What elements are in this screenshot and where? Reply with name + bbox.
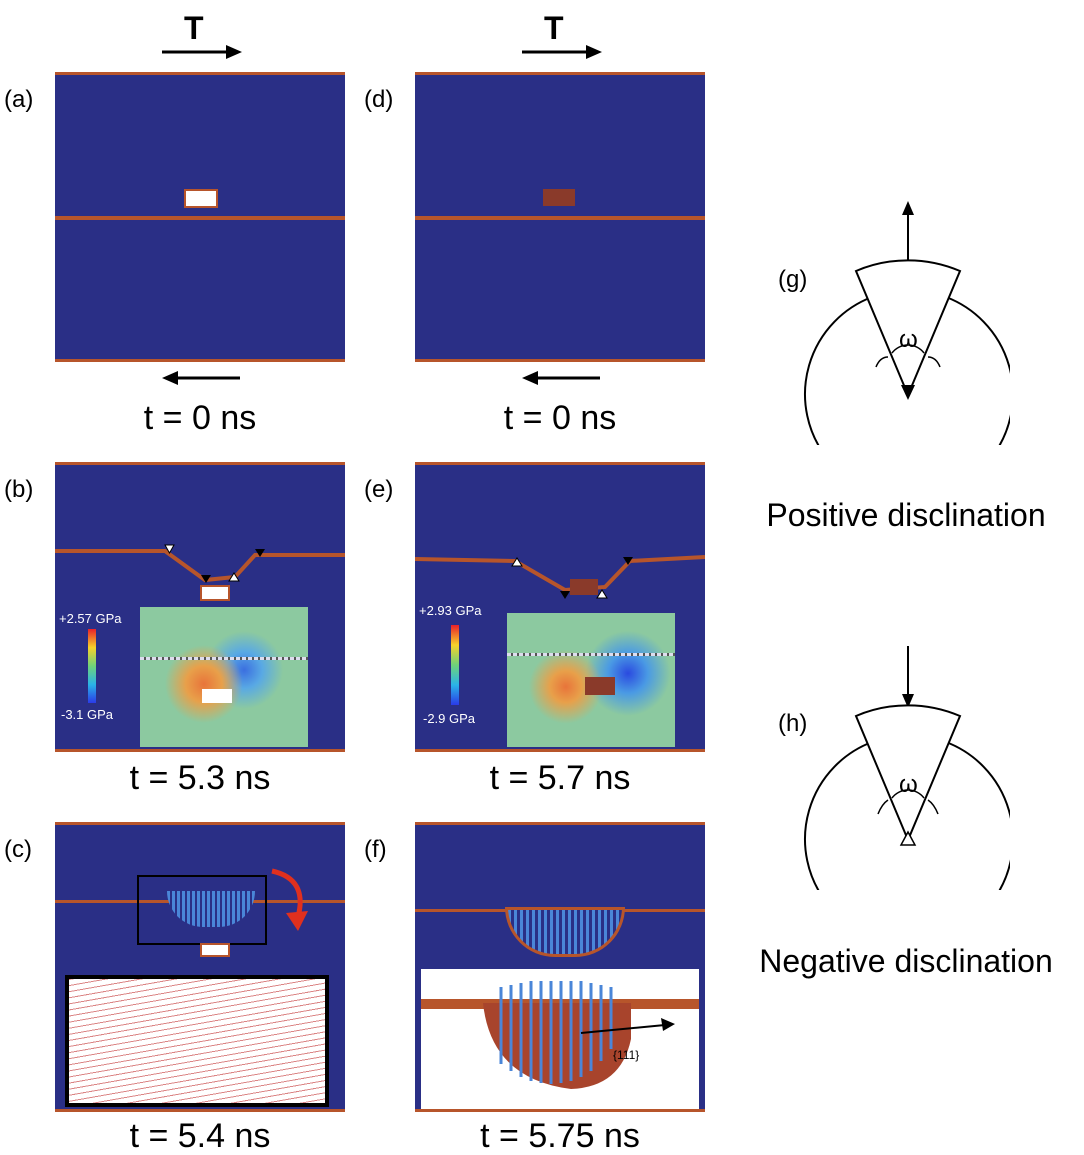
plane-label-f: {111} (613, 1048, 639, 1062)
stress-precipitate-e (585, 677, 615, 695)
negative-disclination-diagram: ω (804, 646, 1010, 890)
panel-d-time: t = 0 ns (503, 399, 617, 437)
twin-region-f (505, 907, 625, 957)
shear-arrow-top-right (522, 45, 602, 59)
shear-label-left: T (184, 10, 204, 46)
stress-boundary-b (140, 657, 308, 660)
stress-void-b (202, 689, 232, 703)
panel-a-time: t = 0 ns (143, 399, 257, 437)
panel-f-label: (f) (364, 836, 387, 863)
triangle-up-2 (228, 572, 240, 582)
void-b (200, 585, 230, 601)
scale-min-b: -3.1 GPa (61, 707, 114, 722)
panel-c-time: t = 5.4 ns (129, 1117, 271, 1155)
panel-h-label: (h) (778, 710, 808, 737)
panel-e-label: (e) (364, 476, 394, 503)
angle-omega-g: ω (899, 326, 918, 353)
panel-b-label: (b) (4, 476, 34, 503)
stress-map-e (507, 613, 675, 747)
stress-boundary-e (507, 653, 675, 656)
grain-boundary-d (415, 216, 705, 220)
triangle-down-2 (201, 575, 211, 583)
scale-max-b: +2.57 GPa (59, 611, 122, 626)
panel-d-image (415, 72, 705, 362)
panel-a-label: (a) (4, 86, 34, 113)
zoom-inset-f: {111} (421, 969, 699, 1109)
panel-g-caption: Positive disclination (766, 497, 1046, 533)
zoom-box-c (137, 875, 267, 945)
panel-d-label: (d) (364, 86, 394, 113)
void-a (184, 189, 218, 208)
disclination-circle-g (804, 295, 1010, 445)
shear-label-right: T (544, 10, 564, 46)
angle-omega-h: ω (899, 771, 918, 798)
triangle-up-1 (164, 544, 175, 555)
wedge-h (854, 704, 962, 843)
panel-f-time: t = 5.75 ns (480, 1117, 640, 1155)
triangle-up-3 (511, 557, 523, 567)
grain-boundary-a (55, 216, 345, 220)
twin-3d-view-f: {111} (421, 981, 699, 1089)
triangle-down-1 (255, 549, 265, 557)
precipitate-d (543, 189, 575, 206)
positive-disclination-diagram: ω (804, 201, 1010, 445)
disclination-triangle-up (899, 830, 917, 846)
stress-map-b (140, 607, 308, 747)
shear-arrow-bottom-left (162, 371, 240, 385)
shear-arrow-bottom-right (522, 371, 600, 385)
boundary-b (55, 544, 345, 583)
zoom-inset-c (65, 975, 329, 1107)
colorbar-e (451, 625, 459, 705)
panel-b-image: +2.57 GPa -3.1 GPa (55, 462, 345, 752)
panel-b-time: t = 5.3 ns (129, 759, 271, 797)
panel-e-time: t = 5.7 ns (489, 759, 631, 797)
disclination-circle-h (804, 740, 1010, 890)
triangle-down-4 (560, 591, 570, 599)
panel-e-image: +2.93 GPa -2.9 GPa (415, 462, 705, 752)
panel-a-image (55, 72, 345, 362)
zoom-arrow-c (271, 868, 308, 931)
panel-h-caption: Negative disclination (759, 943, 1053, 979)
disclination-triangle-down (901, 385, 915, 400)
wedge-g (854, 259, 962, 398)
void-c (200, 943, 230, 957)
plane-normal-arrow (580, 1024, 666, 1034)
shear-arrow-top-left (162, 45, 242, 59)
triangle-up-4 (596, 589, 608, 599)
panel-g-label: (g) (778, 266, 808, 293)
panel-c-image (55, 822, 345, 1112)
precipitate-e (570, 579, 598, 595)
colorbar-b (88, 629, 96, 703)
triangle-down-3 (623, 557, 633, 565)
scale-min-e: -2.9 GPa (423, 711, 476, 726)
panel-f-image: {111} (415, 822, 705, 1112)
panel-c-label: (c) (4, 836, 32, 863)
scale-max-e: +2.93 GPa (419, 603, 482, 618)
